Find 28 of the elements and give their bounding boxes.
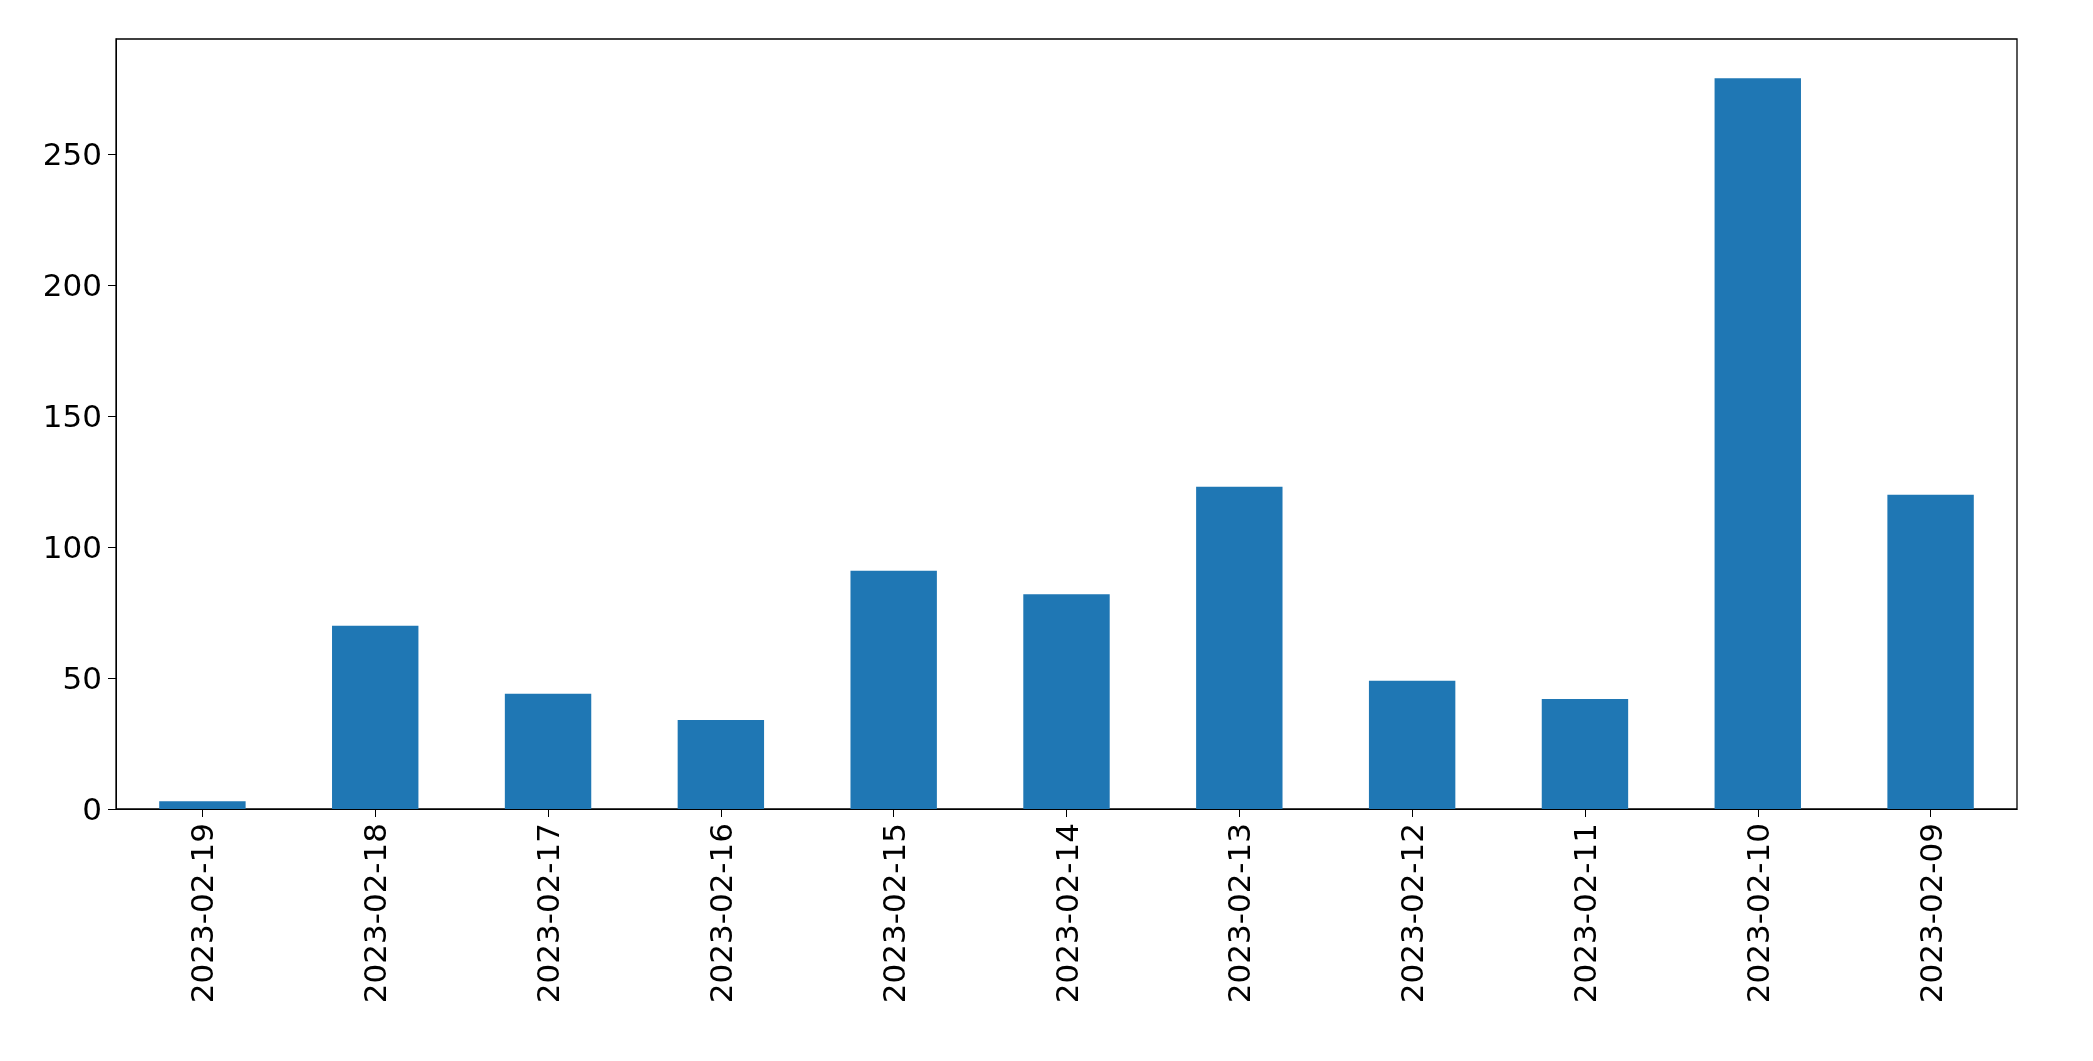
y-tick-label: 100 (42, 529, 102, 566)
bar (1714, 78, 1801, 809)
bar (677, 719, 765, 809)
bar (1196, 486, 1283, 809)
x-tick-label: 2023-02-16 (702, 823, 739, 1004)
bar (1887, 494, 1974, 809)
x-tick-label: 2023-02-09 (1912, 823, 1949, 1004)
bar (1023, 594, 1110, 809)
y-tick-label: 50 (62, 660, 102, 697)
bar (1368, 680, 1456, 809)
bar (332, 625, 419, 809)
bar (1541, 699, 1629, 809)
x-tick-label: 2023-02-11 (1566, 823, 1603, 1004)
x-tick-label: 2023-02-17 (530, 823, 567, 1004)
y-tick-label: 200 (42, 267, 102, 304)
y-tick-label: 250 (42, 136, 102, 173)
bar (850, 570, 937, 809)
bar (159, 801, 246, 809)
x-tick-label: 2023-02-14 (1048, 823, 1085, 1004)
x-tick-label: 2023-02-19 (184, 823, 221, 1004)
x-tick-label: 2023-02-12 (1394, 823, 1431, 1004)
bar (504, 693, 592, 809)
x-tick-label: 2023-02-15 (875, 823, 912, 1004)
x-tick-label: 2023-02-10 (1739, 823, 1776, 1004)
y-tick-label: 0 (82, 791, 102, 827)
x-tick-label: 2023-02-13 (1221, 823, 1258, 1004)
x-tick-label: 2023-02-18 (357, 823, 394, 1004)
y-tick-label: 150 (42, 398, 102, 435)
